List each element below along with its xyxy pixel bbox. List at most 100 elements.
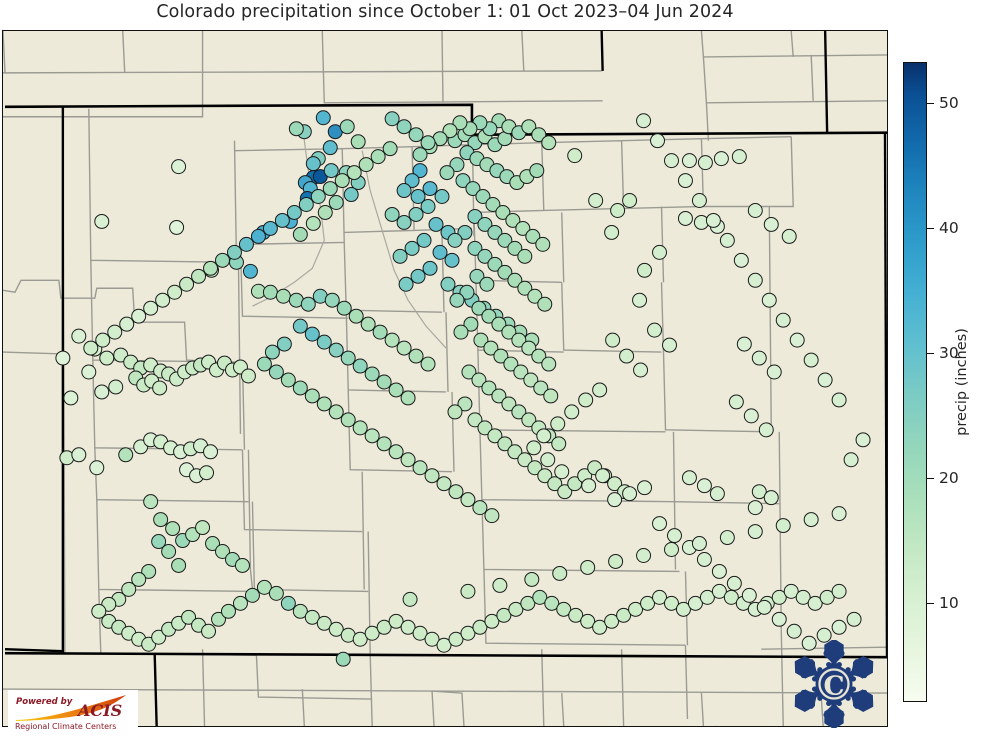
acis-logo: Powered by ACIS Regional Climate Centers (8, 690, 138, 732)
station-point (436, 637, 452, 653)
station-point (292, 603, 308, 619)
station-point (487, 256, 503, 272)
station-point (481, 380, 497, 396)
station-point (543, 388, 559, 404)
acis-logo-graphic: Powered by ACIS Regional Climate Centers (8, 690, 138, 732)
station-point (580, 559, 596, 575)
station-point (449, 157, 465, 173)
map-canvas (3, 31, 887, 726)
station-point (424, 468, 440, 484)
station-point (396, 214, 412, 230)
station-point (412, 147, 428, 163)
station-point (71, 447, 87, 463)
station-point (756, 599, 772, 615)
station-point (622, 486, 638, 502)
colorbar-label: precip (inches) (954, 328, 970, 436)
station-point (298, 197, 314, 212)
station-point (119, 316, 135, 332)
station-point (741, 587, 757, 603)
station-point (647, 322, 663, 338)
station-point (264, 344, 280, 360)
station-point (348, 308, 364, 324)
station-point (743, 408, 759, 424)
station-point (463, 316, 479, 332)
station-point (201, 623, 217, 639)
station-point (650, 133, 666, 149)
station-point (507, 444, 523, 460)
station-point (691, 536, 707, 552)
station-point (322, 181, 338, 197)
station-point (151, 629, 167, 645)
station-point (728, 394, 744, 410)
station-point (55, 350, 71, 366)
station-point (771, 611, 787, 627)
station-point (288, 121, 304, 137)
station-point (697, 155, 713, 171)
station-point (422, 181, 438, 197)
station-point (83, 340, 99, 356)
station-point (280, 595, 296, 611)
station-point (477, 248, 493, 264)
station-point (675, 601, 691, 617)
station-point (696, 478, 712, 494)
station-point (461, 364, 477, 380)
station-point (531, 348, 547, 364)
station-point (400, 619, 416, 635)
station-point (485, 197, 501, 212)
station-point (459, 284, 475, 300)
station-point (831, 619, 847, 635)
station-point (554, 464, 570, 480)
station-point (515, 220, 531, 236)
station-point (637, 262, 653, 278)
station-point (452, 115, 468, 131)
station-point (339, 119, 355, 135)
station-point (447, 232, 463, 248)
colorbar: 50 40 30 20 10 (903, 62, 959, 702)
station-point (766, 364, 782, 380)
station-point (547, 476, 563, 492)
station-point (404, 173, 420, 189)
station-point (396, 340, 412, 356)
station-point (491, 388, 507, 404)
station-point (376, 436, 392, 452)
station-point (592, 619, 608, 635)
station-point (131, 308, 147, 324)
station-point (533, 380, 549, 396)
station-point (107, 324, 123, 340)
station-point (496, 607, 512, 623)
station-point (412, 460, 428, 476)
station-point (340, 412, 356, 428)
station-point (262, 220, 278, 236)
acis-name-text: ACIS (76, 701, 122, 720)
station-point (487, 224, 503, 240)
station-point (420, 135, 436, 151)
station-point (529, 163, 545, 179)
station-point (816, 627, 832, 643)
station-point (169, 219, 185, 235)
station-point (532, 589, 548, 605)
station-point (751, 484, 767, 500)
station-point (467, 240, 483, 256)
station-point (723, 589, 739, 605)
station-point (388, 613, 404, 629)
station-point (205, 536, 221, 552)
station-point (607, 476, 623, 492)
station-point (564, 404, 580, 420)
station-point (396, 119, 412, 135)
station-point (487, 428, 503, 444)
station-point (719, 232, 735, 248)
station-point (384, 206, 400, 222)
station-point (392, 248, 408, 264)
station-point (256, 356, 272, 372)
station-point (664, 153, 679, 169)
station-point (622, 193, 638, 208)
station-point (550, 416, 566, 432)
station-point (731, 149, 747, 165)
station-point (304, 326, 320, 342)
station-point (99, 350, 115, 366)
station-point (747, 500, 763, 516)
station-point (541, 356, 557, 372)
station-point (807, 595, 823, 611)
station-point (328, 195, 344, 210)
colorbar-tick-label: 10 (939, 594, 959, 612)
